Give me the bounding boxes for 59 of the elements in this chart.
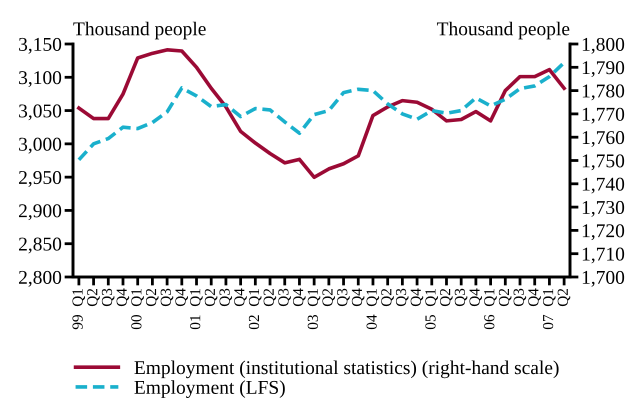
x-tick-label: Q4: [352, 288, 364, 306]
y2-tick-label: 1,780: [582, 84, 624, 100]
x-tick-label: Q2: [322, 288, 336, 306]
x-tick-label: Q4: [469, 288, 482, 306]
x-tick-label: Q3: [278, 288, 291, 306]
x-tick-label: Q3: [454, 288, 468, 306]
y2-tick-label: 1,800: [582, 38, 624, 54]
y-tick-label: 2,800: [18, 270, 62, 287]
x-tick-label: Q4: [293, 288, 306, 306]
y-tick-label: 3,000: [19, 138, 62, 154]
y2-tick-label: 1,730: [582, 200, 624, 217]
y2-tick-label: 1,770: [582, 108, 624, 124]
x-tick-label: Q4: [116, 288, 130, 306]
x-tick-label: Q2: [381, 288, 394, 306]
y-tick-label: 3,100: [19, 71, 62, 88]
line-series: [77, 48, 566, 180]
x-tick-label: Q2: [87, 288, 100, 306]
y2-tick-label: 1,740: [582, 178, 624, 194]
x-tick-label: 06 Q1: [484, 289, 497, 330]
legend-label: Employment (LFS): [134, 380, 285, 398]
y-tick-label: 2,850: [18, 238, 62, 254]
y2-tick-label: 1,710: [582, 248, 624, 264]
x-tick-label: Q3: [160, 288, 174, 306]
x-tick-label: Q4: [234, 288, 247, 306]
x-tick-label: Q3: [102, 288, 114, 306]
y2-tick-label: 1,760: [582, 131, 624, 147]
y-tick-label: 3,150: [19, 38, 62, 54]
x-tick-label: Q2: [204, 288, 218, 306]
y-tick-label: 2,900: [18, 204, 62, 220]
x-tick-label: Q4: [528, 288, 541, 306]
x-tick-label: Q2: [146, 288, 159, 306]
x-tick-label: 03 Q1: [308, 289, 320, 330]
y2-tick-label: 1,750: [582, 154, 624, 170]
y-tick-label: 2,950: [18, 170, 62, 187]
x-tick-label: Q4: [410, 288, 424, 306]
x-tick-label: Q3: [514, 288, 526, 306]
x-tick-label: Q3: [219, 288, 232, 306]
y2-tick-label: 1,700: [582, 270, 624, 287]
x-tick-label: Q2: [264, 288, 276, 306]
x-tick-label: 99 Q1: [72, 289, 86, 330]
line-series: [77, 60, 566, 162]
x-tick-label: 01 Q1: [190, 289, 203, 330]
x-tick-label: Q2: [498, 288, 512, 306]
y-axis-title: Thousand people: [73, 22, 206, 40]
x-tick-label: 00 Q1: [131, 289, 144, 330]
y-tick-label: 3,050: [19, 104, 62, 120]
legend-label: Employment (institutional statistics) (right-hand scale): [134, 360, 559, 378]
x-tick-label: Q3: [396, 288, 409, 306]
x-tick-label: Q3: [337, 288, 350, 306]
y2-tick-label: 1,720: [582, 224, 624, 240]
x-tick-label: 07 Q1: [542, 289, 556, 330]
x-tick-label: Q2: [440, 288, 453, 306]
x-tick-label: Q2: [558, 288, 570, 306]
x-tick-label: 05 Q1: [425, 289, 438, 330]
y2-axis-title: Thousand people: [436, 22, 570, 40]
x-tick-label: 04 Q1: [366, 289, 380, 330]
x-tick-label: 02 Q1: [248, 289, 262, 330]
y2-tick-label: 1,790: [582, 61, 624, 78]
x-tick-label: Q4: [175, 288, 188, 306]
